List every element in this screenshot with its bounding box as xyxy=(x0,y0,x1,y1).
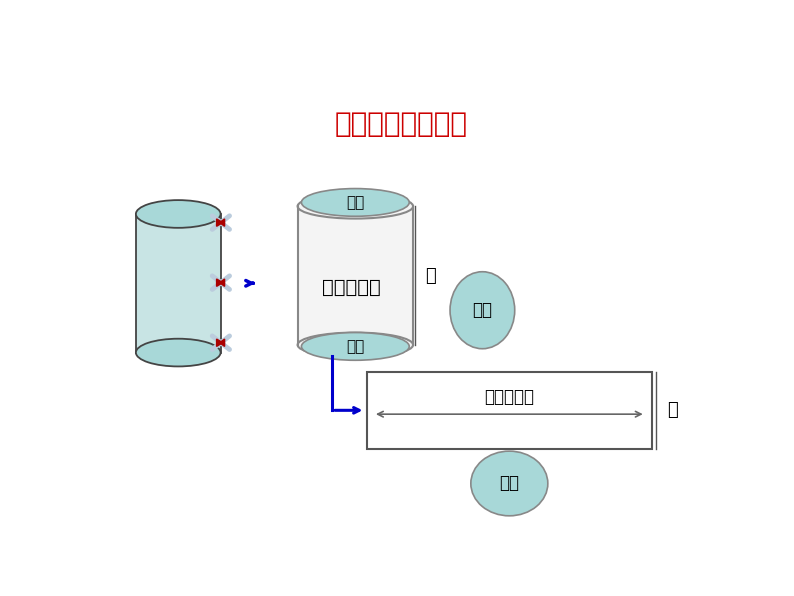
Text: 底面的周长: 底面的周长 xyxy=(484,389,534,406)
Polygon shape xyxy=(217,279,223,286)
Ellipse shape xyxy=(298,194,413,219)
Text: 底面的周长: 底面的周长 xyxy=(322,278,381,297)
Polygon shape xyxy=(220,279,225,286)
Text: 底面: 底面 xyxy=(472,301,492,319)
Polygon shape xyxy=(220,339,225,346)
Text: 底面: 底面 xyxy=(346,339,364,354)
Text: 高: 高 xyxy=(667,401,678,420)
Bar xyxy=(367,372,652,449)
Ellipse shape xyxy=(298,333,413,357)
Text: 底面: 底面 xyxy=(499,474,519,492)
Ellipse shape xyxy=(302,333,409,360)
Text: 圆柱侧面的展开图: 圆柱侧面的展开图 xyxy=(335,110,468,138)
Polygon shape xyxy=(220,219,225,226)
Ellipse shape xyxy=(450,272,515,349)
Ellipse shape xyxy=(471,451,548,516)
Ellipse shape xyxy=(136,339,221,367)
Polygon shape xyxy=(217,339,223,346)
Ellipse shape xyxy=(302,188,409,216)
Text: 高: 高 xyxy=(426,266,436,284)
Polygon shape xyxy=(298,206,413,345)
Ellipse shape xyxy=(136,200,221,228)
Polygon shape xyxy=(217,219,223,226)
Text: 底面: 底面 xyxy=(346,195,364,210)
Polygon shape xyxy=(136,214,221,353)
